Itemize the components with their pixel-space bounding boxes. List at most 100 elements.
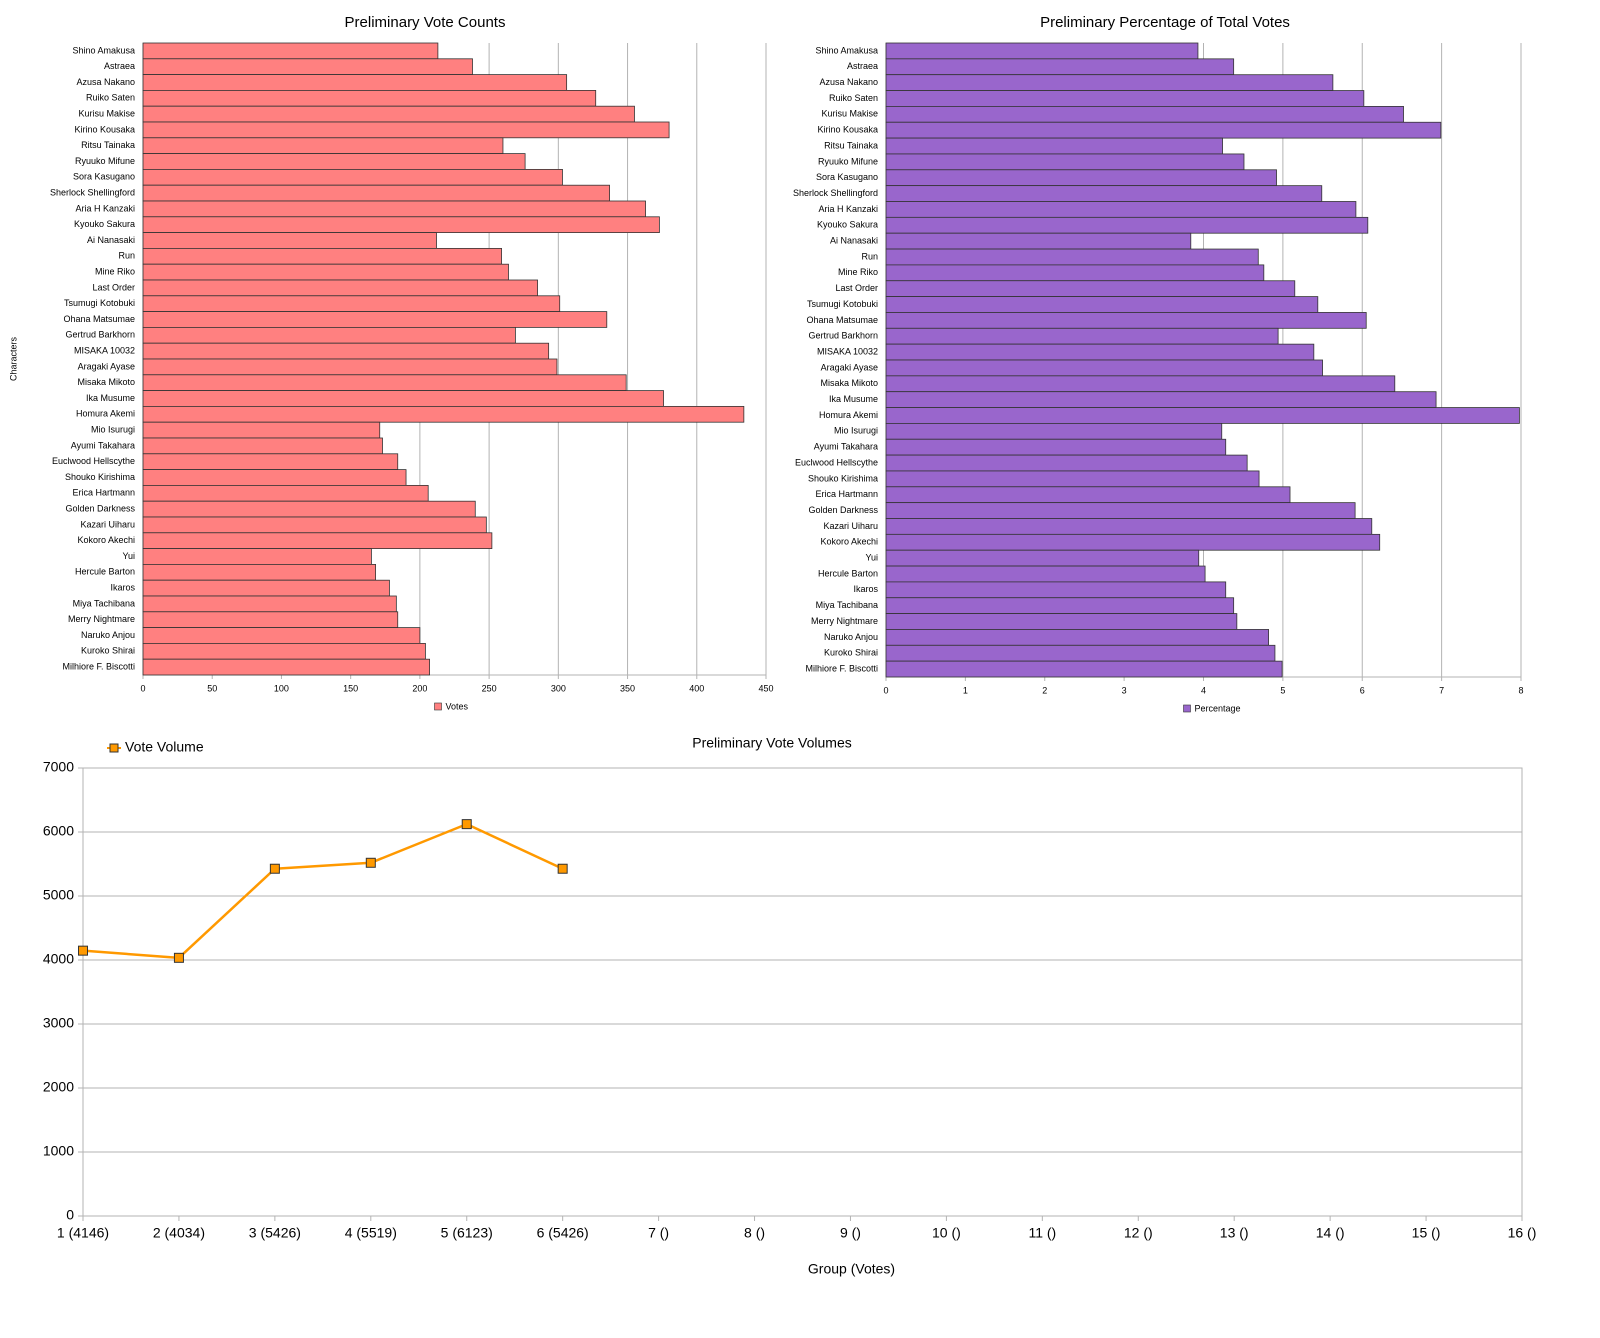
y-tick-label: Ryuuko Mifune [818,156,878,166]
bar [142,105,635,123]
y-tick-label: Ritsu Tainaka [81,140,135,150]
x-tick-label: 13 () [1220,1225,1249,1241]
y-tick-label: 0 [66,1207,74,1223]
y-tick-label: Mio Isurugi [834,426,878,436]
line-marker [269,863,280,874]
bar [142,90,597,107]
bar [142,611,399,628]
y-tick-label: Kyouko Sakura [74,219,135,229]
x-tick-label: 350 [620,683,635,693]
x-tick-label: 250 [482,683,497,693]
bar [142,469,407,486]
bar [142,184,610,202]
y-tick-label: 6000 [43,823,74,839]
y-tick-label: Homura Akemi [819,410,878,420]
bar [885,470,1260,488]
x-axis-label: Group (Votes) [808,1261,895,1277]
y-tick-label: Kokoro Akechi [77,535,135,545]
bar [885,438,1227,456]
y-tick-label: Sora Kasugano [816,172,878,182]
bar [885,597,1235,615]
y-tick-label: Ruiko Saten [829,93,878,103]
y-tick-label: 1000 [43,1143,74,1159]
y-tick-label: 3000 [43,1015,74,1031]
bar [885,74,1334,91]
bar [885,201,1357,218]
y-tick-label: Homura Akemi [76,409,135,419]
y-tick-label: Hercule Barton [75,567,135,577]
y-tick-label: Tsumugi Kotobuki [64,298,135,308]
y-tick-label: Ruiko Saten [86,93,135,103]
y-tick-label: Ayumi Takahara [814,442,878,452]
y-tick-label: Ryuuko Mifune [75,156,135,166]
y-tick-label: Mio Isurugi [91,424,135,434]
bar [142,342,550,360]
x-tick-label: 12 () [1124,1225,1153,1241]
y-tick-label: Azusa Nakano [819,77,878,87]
y-tick-label: Gertrud Barkhorn [808,331,878,341]
x-tick-label: 150 [343,683,358,693]
y-tick-label: Astraea [104,61,135,71]
bar [142,232,437,249]
y-tick-label: Euclwood Hellscythe [52,456,135,466]
y-tick-label: Shouko Kirishima [65,472,135,482]
x-tick-label: 8 [1518,685,1523,695]
y-tick-label: Last Order [92,282,135,292]
y-tick-label: Last Order [835,283,878,293]
bar [142,643,426,660]
legend-swatch [1183,704,1191,713]
legend-label: Vote Volume [125,739,204,755]
y-tick-label: Ika Musume [829,394,878,404]
bar [885,232,1192,250]
bar [885,644,1276,662]
bar [142,74,568,91]
y-tick-label: Sherlock Shellingford [793,188,878,198]
line-marker [557,863,568,874]
bar [885,264,1265,282]
bar [142,247,502,265]
bar [142,216,660,234]
y-tick-label: Misaka Mikoto [820,378,878,388]
bar [885,58,1235,76]
bar [885,121,1442,139]
bar [142,405,745,423]
legend-label: Percentage [1195,703,1241,713]
bar [142,374,627,391]
bar [142,579,390,597]
bar [885,518,1373,535]
bar [885,248,1259,266]
bar [142,137,504,155]
y-tick-label: Shino Amakusa [815,45,878,55]
bar [885,533,1381,551]
x-tick-label: 5 [1280,685,1285,695]
y-tick-label: MISAKA 10032 [817,346,878,356]
x-tick-label: 2 [1042,685,1047,695]
y-tick-label: Aragaki Ayase [821,362,878,372]
bar [142,58,473,75]
y-tick-label: Aragaki Ayase [78,361,135,371]
x-tick-label: 6 (5426) [537,1225,589,1241]
bar [885,216,1369,234]
x-tick-label: 0 [883,685,888,695]
y-tick-label: Kurisu Makise [821,109,878,119]
bar [142,295,561,312]
bar [885,549,1200,567]
y-tick-label: Milhiore F. Biscotti [62,661,135,671]
y-tick-label: Ikaros [110,582,135,592]
y-axis-label: Characters [8,336,18,381]
y-tick-label: Mine Riko [95,266,135,276]
bar [142,564,376,581]
bar [142,326,516,344]
bar [885,391,1437,408]
x-tick-label: 100 [274,683,289,693]
bar [142,42,439,60]
bar [142,311,608,328]
x-tick-label: 8 () [744,1225,765,1241]
x-tick-label: 0 [140,683,145,693]
x-tick-label: 15 () [1412,1225,1441,1241]
line-marker [78,945,88,956]
line-marker [365,857,376,868]
y-tick-label: Miya Tachibana [816,600,878,610]
y-tick-label: Shouko Kirishima [808,473,878,483]
bar [885,343,1315,361]
